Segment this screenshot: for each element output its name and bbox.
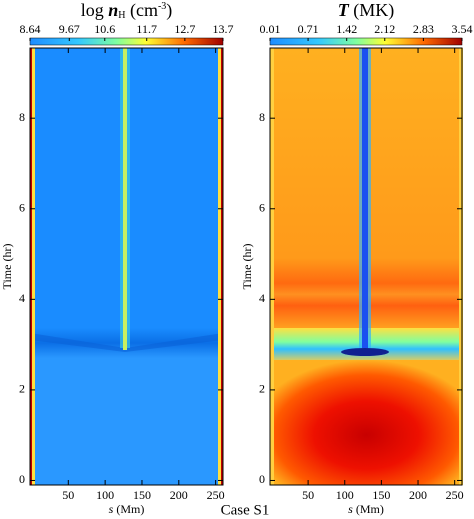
x-tick-label: 50 [302, 488, 314, 502]
density-map [30, 48, 223, 485]
text-part: (Mm) [113, 502, 144, 516]
x-tick-label: 50 [62, 488, 74, 502]
colorbar [29, 37, 224, 46]
y-tick-label: 0 [19, 472, 25, 486]
plot-frame [269, 47, 463, 486]
text-part: H [118, 10, 125, 21]
panel-title: T (MK) [338, 0, 395, 21]
colorbar-tick-label: 3.54 [452, 22, 473, 36]
x-tick-label: 200 [409, 488, 427, 502]
x-tick-label: 150 [372, 488, 390, 502]
x-axis-label: s (Mm) [109, 502, 145, 516]
y-tick-label: 4 [259, 291, 265, 305]
plot-frame [29, 47, 224, 486]
caption: Case S1 [221, 502, 270, 518]
y-axis-label: Time (hr) [0, 244, 14, 290]
colorbar-tick-label: 9.67 [59, 22, 80, 36]
y-tick-label: 6 [259, 201, 265, 215]
y-axis-label: Time (hr) [240, 244, 254, 290]
y-tick-label: 8 [259, 110, 265, 124]
y-tick-label: 0 [259, 472, 265, 486]
colorbar-tick-label: 1.42 [336, 22, 357, 36]
y-tick-label: 2 [259, 382, 265, 396]
text-part: n [108, 0, 118, 20]
colorbar-tick-label: 0.71 [298, 22, 319, 36]
colorbar-tick-label: 8.64 [20, 22, 41, 36]
temperature-map [270, 48, 463, 485]
text-part: (MK) [349, 0, 395, 21]
y-tick-label: 6 [19, 201, 25, 215]
x-tick-label: 100 [96, 488, 114, 502]
text-part: s [109, 502, 114, 516]
x-tick-label: 150 [133, 488, 151, 502]
text-part: (cm [125, 0, 157, 21]
colorbar-tick-label: 13.7 [213, 22, 234, 36]
text-part: ) [166, 0, 172, 21]
colorbar-tick-label: 11.7 [136, 22, 157, 36]
panel-title: log nH (cm-3) [81, 0, 173, 21]
y-tick-label: 8 [19, 110, 25, 124]
colorbar-tick-label: 12.7 [174, 22, 195, 36]
text-part: log [81, 0, 109, 20]
y-tick-label: 2 [19, 382, 25, 396]
x-tick-label: 200 [170, 488, 188, 502]
text-part: (Mm) [353, 502, 384, 516]
text-part: -3 [158, 1, 166, 12]
text-part: s [348, 502, 353, 516]
x-tick-label: 250 [207, 488, 225, 502]
x-axis-label: s (Mm) [348, 502, 384, 516]
colorbar [269, 37, 463, 46]
text-part: T [338, 0, 350, 20]
colorbar-tick-label: 2.83 [413, 22, 434, 36]
y-tick-label: 4 [19, 291, 25, 305]
x-tick-label: 100 [336, 488, 354, 502]
x-tick-label: 250 [446, 488, 464, 502]
colorbar-tick-label: 2.12 [374, 22, 395, 36]
colorbar-tick-label: 10.6 [94, 22, 115, 36]
colorbar-tick-label: 0.01 [260, 22, 281, 36]
